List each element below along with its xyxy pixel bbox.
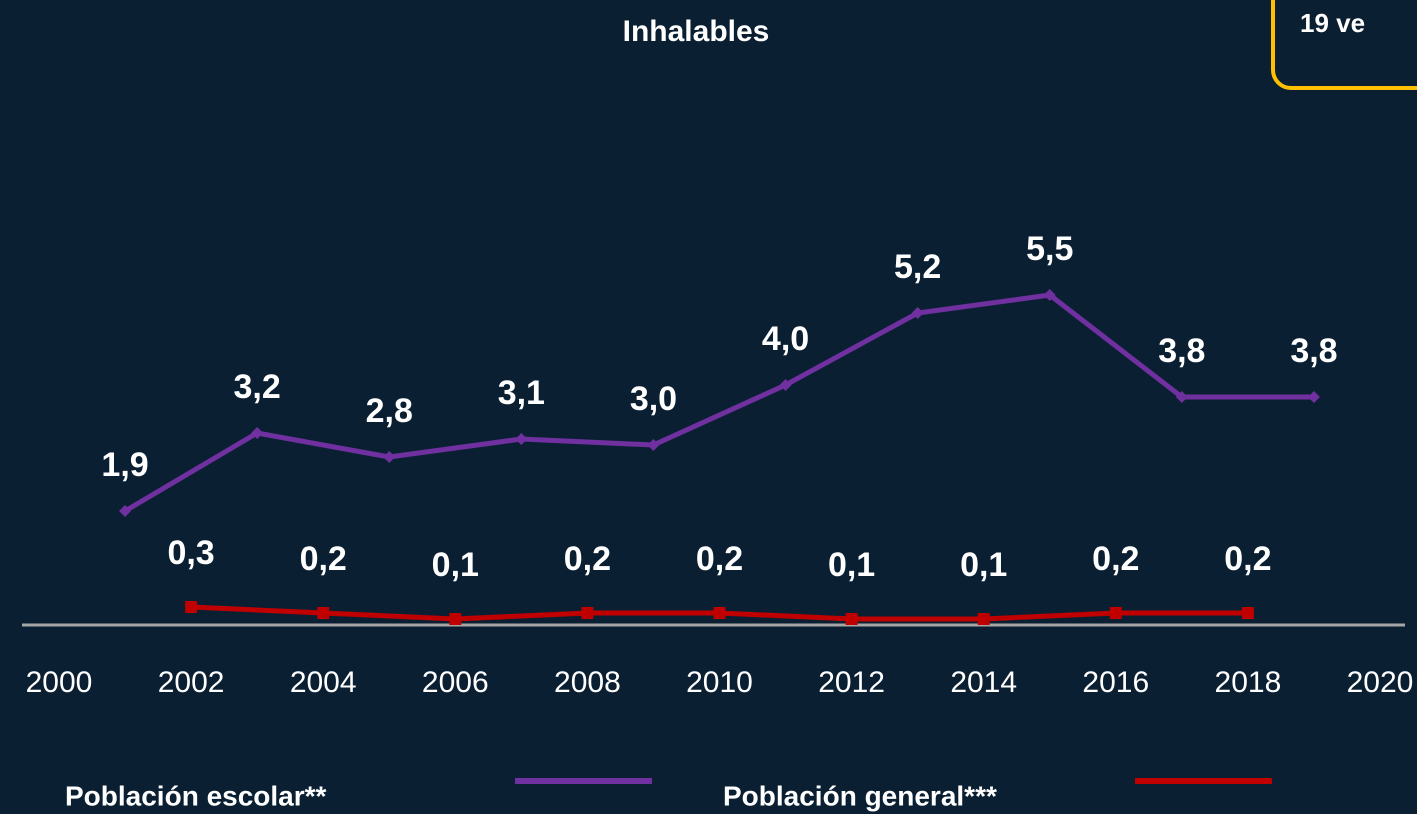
data-label: 0,1	[960, 546, 1007, 584]
marker	[713, 607, 726, 619]
marker	[449, 613, 462, 625]
data-label: 0,3	[167, 534, 214, 572]
marker	[1241, 607, 1254, 619]
data-label: 5,5	[1026, 230, 1073, 268]
data-label: 0,1	[828, 546, 875, 584]
annotation: 19 ve	[1300, 8, 1365, 38]
marker	[515, 433, 528, 445]
marker	[911, 307, 924, 319]
marker	[1175, 391, 1188, 403]
data-label: 0,2	[1224, 540, 1271, 578]
x-tick-label: 2020	[1347, 666, 1414, 699]
data-label: 3,2	[234, 368, 281, 406]
marker	[1307, 391, 1320, 403]
marker	[779, 379, 792, 391]
data-label: 5,2	[894, 248, 941, 286]
data-label: 0,2	[300, 540, 347, 578]
marker	[1043, 289, 1056, 301]
marker	[185, 601, 198, 613]
annotation-box	[1271, 0, 1417, 90]
legend-label: Población general***	[723, 780, 997, 811]
legend-label: Población escolar**	[65, 780, 327, 811]
x-tick-label: 2010	[686, 666, 753, 699]
marker	[647, 439, 660, 451]
x-tick-label: 2018	[1215, 666, 1282, 699]
data-label: 0,2	[696, 540, 743, 578]
x-tick-label: 2014	[950, 666, 1017, 699]
x-tick-label: 2012	[818, 666, 885, 699]
marker	[845, 613, 858, 625]
x-tick-label: 2004	[290, 666, 357, 699]
x-tick-label: 2008	[554, 666, 621, 699]
data-label: 2,8	[366, 392, 413, 430]
data-label: 1,9	[101, 446, 148, 484]
data-label: 4,0	[762, 320, 809, 358]
data-label: 0,1	[432, 546, 479, 584]
marker	[977, 613, 990, 625]
series-line	[123, 292, 1314, 514]
x-tick-label: 2006	[422, 666, 489, 699]
x-tick-label: 2000	[26, 666, 93, 699]
chart-title: Inhalables	[623, 15, 770, 48]
marker	[119, 505, 132, 517]
data-label: 3,1	[498, 374, 545, 412]
marker	[581, 607, 594, 619]
marker	[1109, 607, 1122, 619]
data-label: 0,2	[564, 540, 611, 578]
data-label: 3,8	[1158, 332, 1205, 370]
x-tick-label: 2002	[158, 666, 225, 699]
marker	[317, 607, 330, 619]
data-label: 0,2	[1092, 540, 1139, 578]
data-label: 3,8	[1290, 332, 1337, 370]
x-tick-label: 2016	[1082, 666, 1149, 699]
marker	[251, 427, 264, 439]
data-label: 3,0	[630, 380, 677, 418]
marker	[383, 451, 396, 463]
